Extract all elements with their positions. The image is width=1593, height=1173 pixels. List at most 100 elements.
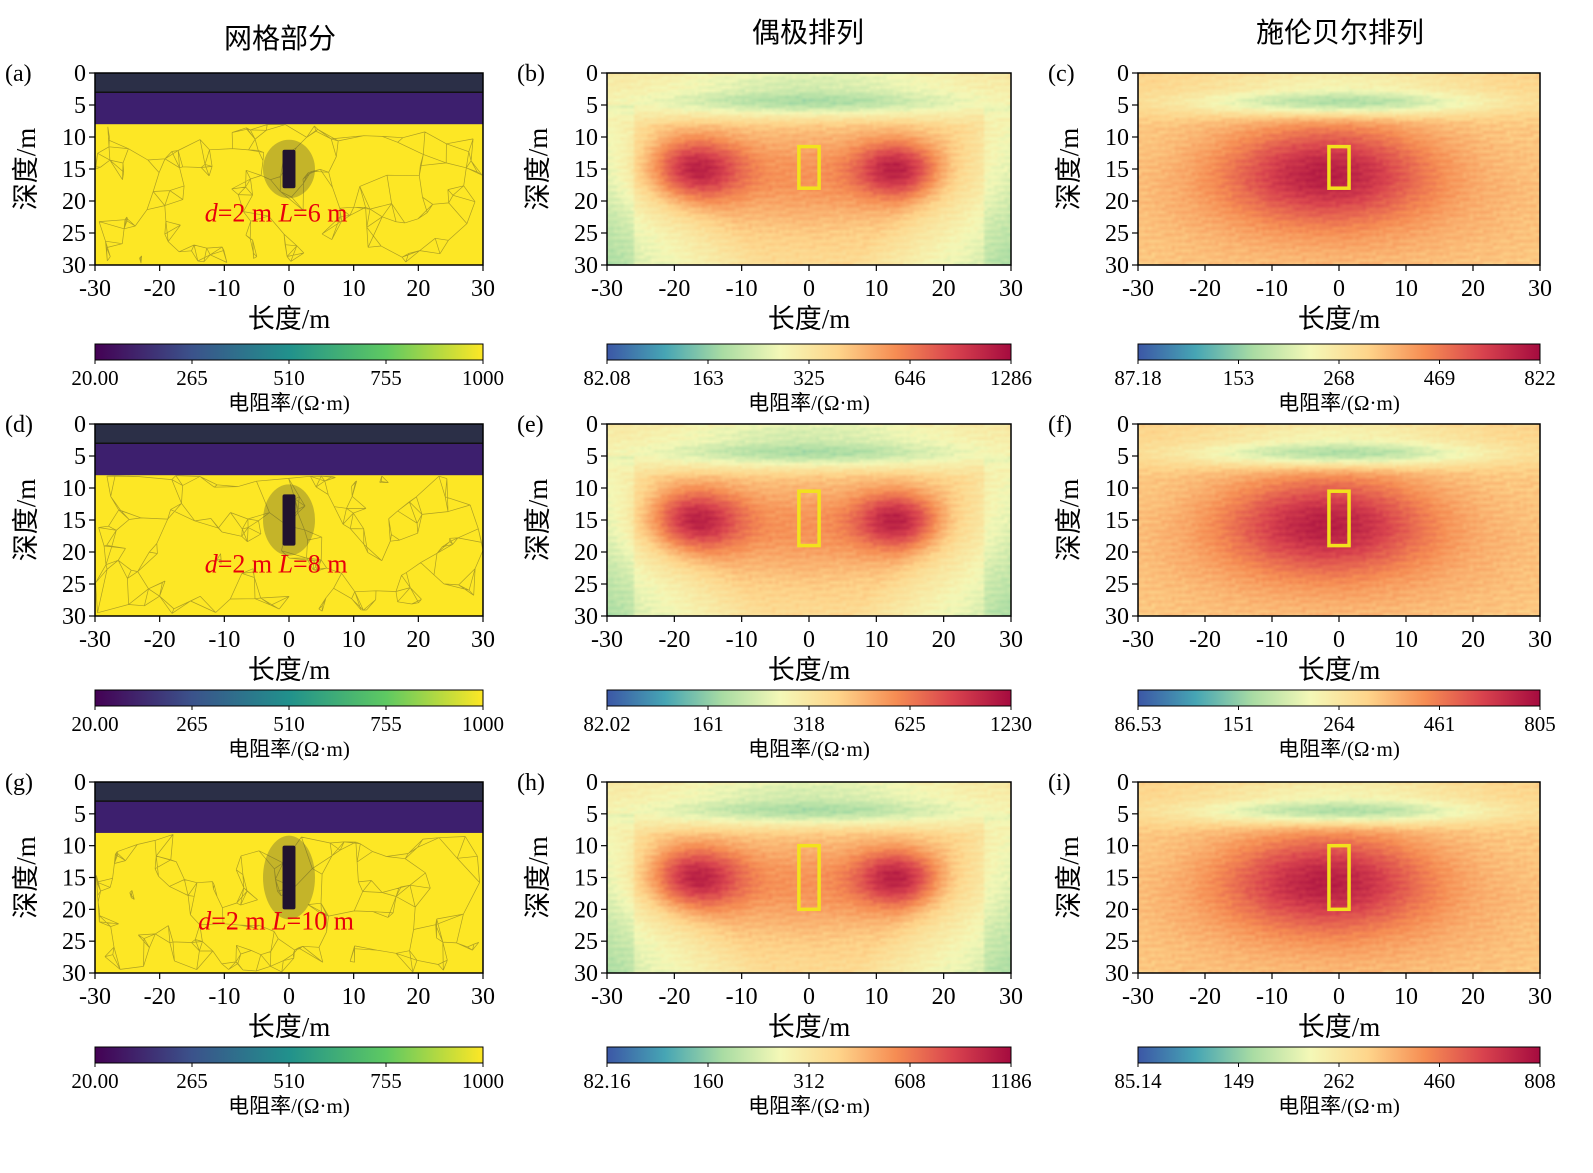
plot-area (1138, 424, 1540, 616)
x-tick-label: 20 (1461, 276, 1485, 302)
top-layer (95, 782, 483, 802)
colorbar-tick-label: 265 (176, 366, 208, 390)
x-tick-label: 20 (406, 627, 430, 653)
x-tick-label: -20 (658, 627, 690, 653)
y-tick-label: 5 (1117, 802, 1129, 828)
annotation-d-symbol: d (198, 907, 212, 936)
colorbar-tick-label: 262 (1323, 1069, 1355, 1093)
y-tick-label: 15 (62, 157, 86, 183)
colorbar (606, 343, 1012, 361)
y-tick-label: 20 (574, 897, 598, 923)
y-tick-label: 5 (586, 444, 598, 470)
x-tick-label: 10 (864, 984, 888, 1010)
colorbar-tick-label: 325 (793, 366, 825, 390)
panel-label: (c) (1048, 61, 1075, 87)
x-axis-label: 长度/m (1298, 655, 1381, 685)
y-tick-label: 25 (62, 929, 86, 955)
x-tick-label: -10 (1256, 627, 1288, 653)
annotation-l-value: =8 m (293, 549, 347, 578)
panel-h: (h) -30 -20 -10 0 10 20 30 0 5 10 15 20 25 30 长度/m 深度/m 8… (517, 770, 1032, 1118)
y-tick-label: 15 (62, 508, 86, 534)
y-tick-label: 30 (62, 253, 86, 279)
y-tick-label: 20 (62, 189, 86, 215)
plot-area (95, 73, 483, 265)
panel-b: (b) -30 -20 -10 0 10 20 30 0 5 10 15 20 25 30 长度/m 深度/m 8… (517, 61, 1032, 415)
panel-a: d=2 m L=6 m(a)-30 -20 -10 0 10 20 300510152025… (5, 61, 504, 415)
x-tick-label: 30 (471, 984, 495, 1010)
annotation-d-value: =2 m (218, 198, 279, 227)
colorbar (1137, 1046, 1541, 1064)
y-axis-label: 深度/m (1054, 836, 1084, 919)
x-axis-label: 长度/m (768, 655, 851, 685)
x-tick-label: -30 (591, 627, 623, 653)
annotation-l-symbol: L (271, 907, 286, 936)
resistivity-heatmap (1138, 424, 1540, 616)
panel-g: d=2 m L=10 m(g)-30 -20 -10 0 10 20 30051015202… (5, 770, 504, 1118)
x-tick-label: -30 (79, 627, 111, 653)
y-tick-label: 5 (74, 444, 86, 470)
y-axis-label: 深度/m (11, 479, 41, 562)
colorbar-tick-label: 82.02 (583, 712, 630, 736)
x-tick-label: 20 (932, 627, 956, 653)
colorbar-tick-label: 1186 (990, 1069, 1031, 1093)
colorbar-tick-label: 608 (894, 1069, 926, 1093)
x-axis-label: 长度/m (248, 1012, 331, 1042)
colorbar-tick-label: 149 (1223, 1069, 1255, 1093)
middle-layer (95, 92, 483, 125)
annotation-d-value: =2 m (218, 549, 279, 578)
colorbar-tick-label: 510 (273, 1069, 305, 1093)
x-tick-label: 0 (1333, 627, 1345, 653)
colorbar (1137, 689, 1541, 707)
y-tick-label: 30 (62, 961, 86, 987)
y-tick-label: 0 (1117, 770, 1129, 796)
y-tick-label: 30 (62, 604, 86, 630)
colorbar-tick-label: 808 (1524, 1069, 1556, 1093)
y-tick-label: 10 (62, 834, 86, 860)
x-tick-label: 10 (342, 627, 366, 653)
y-tick-label: 15 (1105, 157, 1129, 183)
annotation-l-value: =6 m (293, 198, 347, 227)
colorbar-tick-label: 755 (370, 1069, 402, 1093)
x-tick-label: -10 (208, 984, 240, 1010)
x-tick-label: 30 (999, 276, 1023, 302)
colorbar-label: 电阻率/(Ω·m) (228, 391, 350, 415)
colorbar-label: 电阻率/(Ω·m) (1278, 737, 1400, 761)
panel-label: (b) (517, 61, 545, 87)
x-tick-label: -10 (208, 276, 240, 302)
resistivity-heatmap (1138, 73, 1540, 265)
colorbar-label: 电阻率/(Ω·m) (748, 391, 870, 415)
colorbar-tick-label: 1000 (462, 1069, 504, 1093)
target-body (282, 494, 296, 546)
plot-area (607, 424, 1011, 616)
y-tick-label: 0 (74, 412, 86, 438)
mesh-lines (95, 124, 483, 264)
x-axis-label: 长度/m (248, 655, 331, 685)
colorbar (606, 1046, 1012, 1064)
mesh-lines (95, 834, 480, 973)
x-tick-label: -20 (1189, 276, 1221, 302)
geometry-annotation: d=2 m L=6 m (205, 198, 348, 227)
x-tick-label: -30 (591, 276, 623, 302)
x-tick-label: 30 (471, 276, 495, 302)
target-body (282, 149, 296, 189)
y-tick-label: 15 (62, 866, 86, 892)
x-tick-label: -20 (1189, 984, 1221, 1010)
y-tick-label: 25 (574, 221, 598, 247)
x-tick-label: -20 (144, 627, 176, 653)
annotation-l-symbol: L (278, 198, 293, 227)
target-outline (797, 144, 821, 190)
y-tick-label: 20 (574, 540, 598, 566)
middle-layer (95, 801, 483, 833)
top-layer (95, 73, 483, 93)
colorbar-label: 电阻率/(Ω·m) (228, 1094, 350, 1118)
colorbar-tick-label: 153 (1223, 366, 1255, 390)
y-tick-label: 10 (1105, 834, 1129, 860)
y-axis-label: 深度/m (523, 128, 553, 211)
x-tick-label: 30 (999, 984, 1023, 1010)
x-tick-label: 0 (803, 984, 815, 1010)
x-tick-label: -30 (1122, 627, 1154, 653)
colorbar-tick-label: 86.53 (1114, 712, 1161, 736)
y-tick-label: 20 (574, 189, 598, 215)
y-axis-label: 深度/m (11, 128, 41, 211)
